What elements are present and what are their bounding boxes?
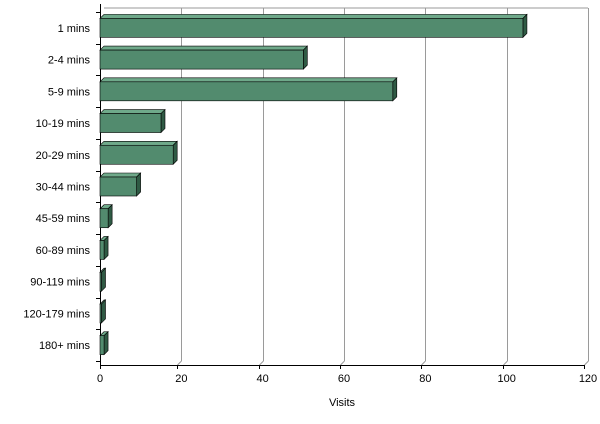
bar-front xyxy=(99,49,304,70)
bar-top xyxy=(99,140,178,146)
bar-side xyxy=(103,235,109,261)
bar xyxy=(99,330,109,356)
x-tick-label: 40 xyxy=(257,373,269,385)
category-label: 60-89 mins xyxy=(36,245,91,257)
bar-side xyxy=(136,172,141,197)
bar-side xyxy=(392,77,398,102)
bar-front xyxy=(99,176,137,197)
category-label: 10-19 mins xyxy=(36,118,91,130)
x-tick-labels: 0 20 40 60 80 100 120 xyxy=(97,373,597,385)
bar-side xyxy=(101,299,106,324)
category-label: 1 mins xyxy=(58,23,91,35)
bar-top xyxy=(99,14,528,19)
bar-side xyxy=(101,267,106,292)
bar-front xyxy=(99,335,105,355)
category-label: 45-59 mins xyxy=(36,213,91,225)
bar-side xyxy=(103,330,109,356)
grid-floor-line xyxy=(340,360,345,366)
x-tick-label: 120 xyxy=(579,373,597,385)
bars xyxy=(99,13,528,356)
bar xyxy=(99,204,113,229)
bar xyxy=(99,140,178,165)
bar-top xyxy=(99,77,398,83)
bar xyxy=(99,13,528,39)
bar-front xyxy=(99,208,109,229)
bar xyxy=(99,235,109,261)
bar-top xyxy=(99,172,142,178)
bar-front xyxy=(99,303,102,324)
x-tick-label: 0 xyxy=(97,373,103,385)
bar-front xyxy=(99,271,102,292)
x-tick-label: 60 xyxy=(338,373,350,385)
category-label: 90-119 mins xyxy=(30,277,90,289)
bar-front xyxy=(99,113,162,133)
grid-floor-line xyxy=(259,360,264,366)
bar xyxy=(99,172,142,197)
bar-front xyxy=(99,81,394,102)
bar-front xyxy=(99,240,105,260)
bar-front xyxy=(99,144,174,165)
x-tick-label: 100 xyxy=(497,373,515,385)
category-labels: 1 mins 2-4 mins 5-9 mins 10-19 mins 20-29 mi… xyxy=(23,23,90,352)
x-tick-label: 80 xyxy=(419,373,431,385)
x-axis-title: Visits xyxy=(329,397,356,409)
category-label: 20-29 mins xyxy=(36,150,91,162)
bar-front xyxy=(99,18,524,38)
bar-top xyxy=(99,45,309,51)
grid-floor-line xyxy=(584,360,589,366)
bar-side xyxy=(522,13,528,39)
bar xyxy=(99,45,309,70)
category-label: 30-44 mins xyxy=(36,182,91,194)
category-label: 2-4 mins xyxy=(48,55,91,67)
category-label: 5-9 mins xyxy=(48,86,91,98)
category-label: 180+ mins xyxy=(39,340,91,352)
bar-side xyxy=(303,45,308,70)
category-label: 120-179 mins xyxy=(23,308,90,320)
grid-floor-line xyxy=(503,360,508,366)
x-tick-label: 20 xyxy=(175,373,187,385)
bar-side xyxy=(107,204,113,229)
bar-top xyxy=(99,109,166,114)
bar xyxy=(99,108,166,134)
bar xyxy=(99,267,107,292)
bar-side xyxy=(172,140,178,165)
grid-floor-line xyxy=(177,360,182,366)
bar xyxy=(99,77,398,102)
bar xyxy=(99,299,107,324)
bar-side xyxy=(160,108,166,134)
grid-floor-line xyxy=(421,360,426,366)
